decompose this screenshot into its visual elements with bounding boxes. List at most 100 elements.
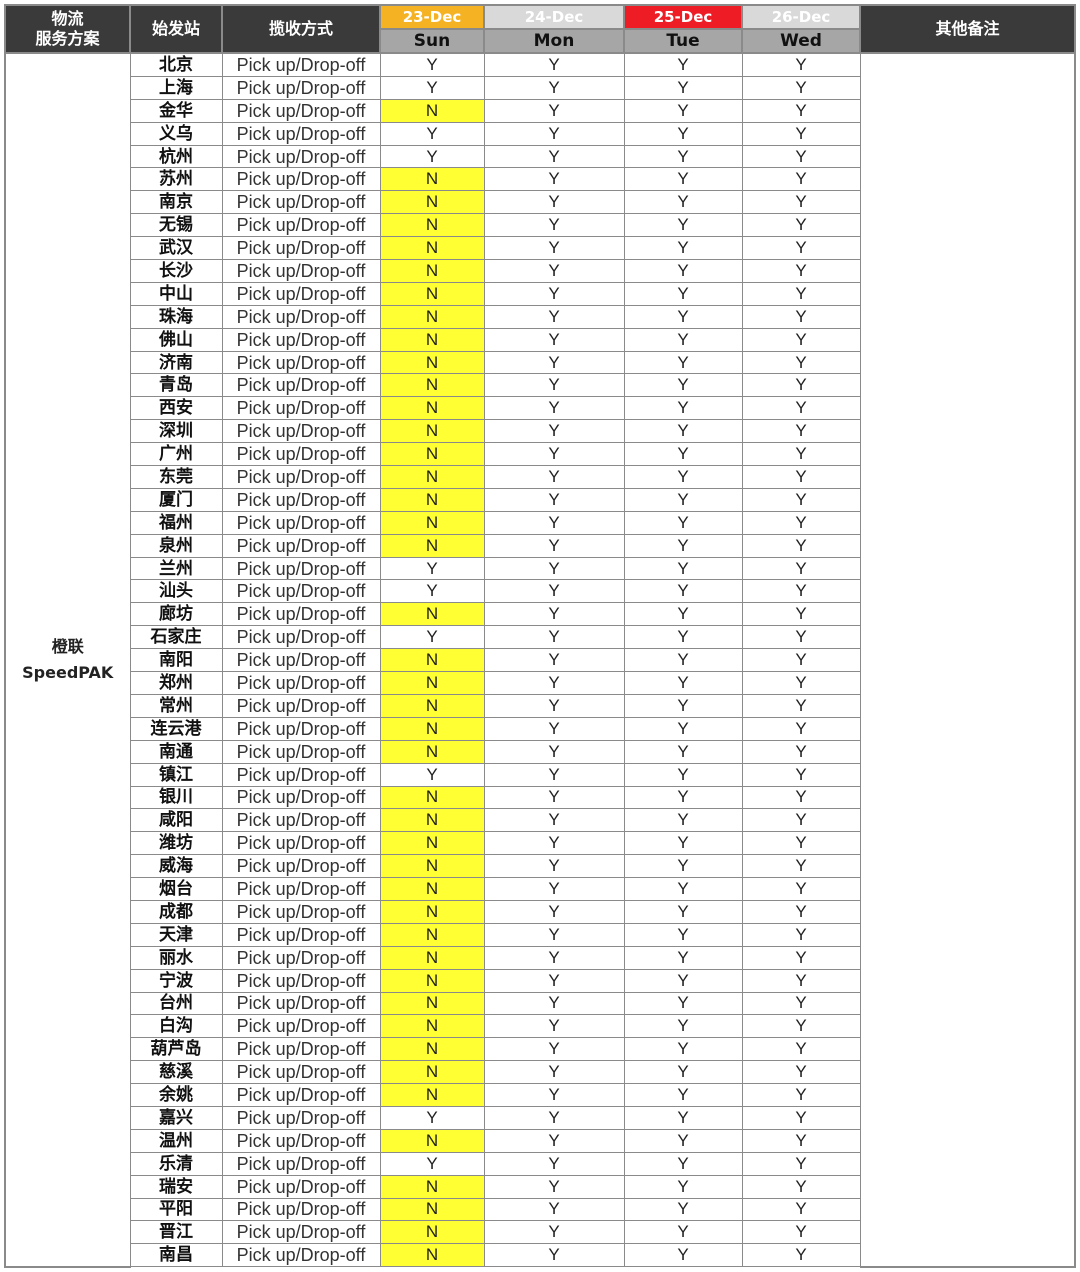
service-brand: SpeedPAK — [22, 662, 114, 682]
city-cell: 成都 — [129, 899, 223, 924]
table-row: 白沟 Pick up/Drop-off N Y Y Y — [5, 1014, 1075, 1039]
table-row: 烟台 Pick up/Drop-off N Y Y Y — [5, 877, 1075, 901]
method-cell: Pick up/Drop-off — [221, 259, 381, 283]
table-row: 兰州 Pick up/Drop-off Y Y Y Y — [5, 556, 1075, 581]
availability-cell: Y — [483, 213, 625, 238]
availability-cell: Y — [623, 1083, 743, 1107]
availability-cell: Y — [483, 1128, 625, 1153]
method-cell: Pick up/Drop-off — [221, 602, 381, 627]
availability-cell: Y — [741, 991, 861, 1016]
availability-cell: Y — [741, 533, 861, 558]
availability-cell: Y — [741, 1060, 861, 1085]
availability-cell: Y — [623, 877, 743, 901]
table-row: 橙联 SpeedPAK 北京 Pick up/Drop-off Y Y Y Y — [4, 52, 1076, 1268]
availability-cell: Y — [483, 922, 625, 947]
availability-cell: N — [379, 167, 485, 192]
city-cell: 南阳 — [129, 648, 223, 673]
method-cell: Pick up/Drop-off — [221, 350, 381, 375]
availability-cell: Y — [623, 144, 743, 169]
availability-cell: Y — [623, 304, 743, 329]
city-cell: 白沟 — [129, 1014, 223, 1039]
availability-cell: Y — [741, 762, 861, 787]
method-cell: Pick up/Drop-off — [221, 1037, 381, 1062]
availability-cell: Y — [623, 922, 743, 947]
city-cell: 长沙 — [129, 259, 223, 283]
availability-cell: Y — [741, 785, 861, 810]
header-date: 25-Dec — [623, 4, 743, 30]
city-cell: 无锡 — [129, 213, 223, 238]
availability-cell: N — [379, 465, 485, 489]
availability-cell: N — [379, 968, 485, 993]
availability-cell: Y — [623, 236, 743, 261]
availability-cell: Y — [623, 648, 743, 673]
table-row: 长沙 Pick up/Drop-off N Y Y Y — [5, 259, 1075, 283]
availability-cell: Y — [483, 533, 625, 558]
availability-cell: Y — [741, 693, 861, 718]
availability-cell: Y — [623, 625, 743, 650]
method-cell: Pick up/Drop-off — [221, 442, 381, 467]
availability-cell: Y — [379, 1151, 485, 1176]
table-row: 葫芦岛 Pick up/Drop-off N Y Y Y — [5, 1037, 1075, 1062]
availability-cell: Y — [623, 1174, 743, 1199]
availability-cell: Y — [483, 442, 625, 467]
availability-cell: N — [379, 945, 485, 970]
method-cell: Pick up/Drop-off — [221, 419, 381, 444]
availability-cell: Y — [379, 625, 485, 650]
availability-cell: Y — [483, 487, 625, 512]
availability-cell: N — [379, 1220, 485, 1245]
availability-cell: Y — [483, 52, 625, 77]
availability-cell: Y — [379, 121, 485, 146]
method-cell: Pick up/Drop-off — [221, 945, 381, 970]
method-cell: Pick up/Drop-off — [221, 1083, 381, 1107]
availability-cell: Y — [623, 167, 743, 192]
table-row: 成都 Pick up/Drop-off N Y Y Y — [5, 899, 1075, 924]
city-cell: 石家庄 — [129, 625, 223, 650]
table-row: 镇江 Pick up/Drop-off Y Y Y Y — [5, 762, 1075, 787]
city-cell: 珠海 — [129, 304, 223, 329]
availability-cell: Y — [483, 419, 625, 444]
availability-cell: Y — [623, 808, 743, 833]
service-name: 橙联 — [51, 636, 84, 656]
city-cell: 青岛 — [129, 373, 223, 398]
city-cell: 广州 — [129, 442, 223, 467]
availability-cell: Y — [741, 1220, 861, 1245]
availability-cell: Y — [623, 52, 743, 77]
city-cell: 兰州 — [129, 556, 223, 581]
availability-cell: Y — [483, 625, 625, 650]
table-row: 郑州 Pick up/Drop-off N Y Y Y — [5, 671, 1075, 695]
availability-cell: Y — [623, 487, 743, 512]
header-date: 26-Dec — [741, 4, 861, 30]
availability-cell: N — [379, 373, 485, 398]
availability-cell: Y — [623, 121, 743, 146]
availability-cell: Y — [483, 716, 625, 741]
city-cell: 东莞 — [129, 465, 223, 489]
availability-cell: N — [379, 327, 485, 352]
availability-cell: N — [379, 1243, 485, 1268]
availability-cell: Y — [741, 121, 861, 146]
availability-cell: Y — [483, 693, 625, 718]
availability-cell: Y — [741, 739, 861, 764]
header-date: 23-Dec — [379, 4, 485, 30]
table-row: 威海 Pick up/Drop-off N Y Y Y — [5, 854, 1075, 879]
city-cell: 北京 — [129, 52, 223, 77]
availability-cell: N — [379, 98, 485, 123]
availability-cell: Y — [623, 899, 743, 924]
availability-cell: Y — [623, 419, 743, 444]
availability-cell: Y — [483, 1083, 625, 1107]
availability-cell: Y — [483, 236, 625, 261]
city-cell: 深圳 — [129, 419, 223, 444]
header-day: Wed — [741, 28, 861, 54]
availability-cell: Y — [483, 831, 625, 856]
availability-cell: Y — [483, 968, 625, 993]
availability-cell: N — [379, 877, 485, 901]
city-cell: 上海 — [129, 75, 223, 100]
method-cell: Pick up/Drop-off — [221, 785, 381, 810]
availability-cell: Y — [741, 1151, 861, 1176]
city-cell: 温州 — [129, 1128, 223, 1153]
availability-cell: Y — [741, 419, 861, 444]
availability-cell: Y — [483, 854, 625, 879]
table-row: 佛山 Pick up/Drop-off N Y Y Y — [5, 327, 1075, 352]
availability-cell: Y — [741, 442, 861, 467]
availability-cell: N — [379, 487, 485, 512]
city-cell: 苏州 — [129, 167, 223, 192]
